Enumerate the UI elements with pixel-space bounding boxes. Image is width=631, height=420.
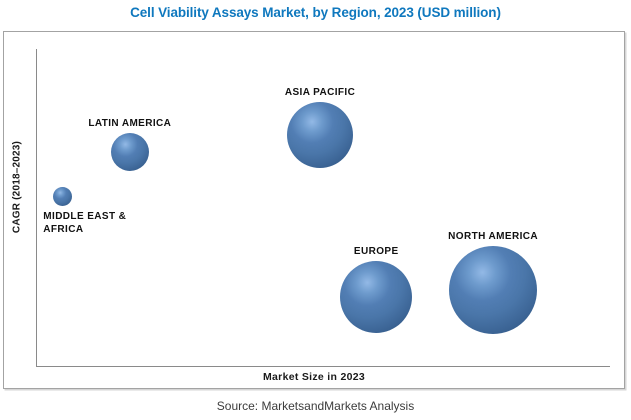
chart-title: Cell Viability Assays Market, by Region,…	[130, 5, 501, 20]
chart-container: CAGR (2018–2023) MIDDLE EAST & AFRICA LATI…	[3, 31, 625, 389]
plot-area: MIDDLE EAST & AFRICA LATIN AMERICA ASIA PAC…	[36, 49, 610, 367]
bubble-label: ASIA PACIFIC	[284, 86, 356, 98]
bubble-label: LATIN AMERICA	[88, 118, 172, 130]
bubble-label: MIDDLE EAST & AFRICA	[43, 210, 127, 235]
bubble-middle-east-africa	[53, 186, 73, 206]
bubble-north-america	[449, 245, 538, 334]
x-axis-label: Market Size in 2023	[263, 371, 365, 383]
y-axis-label: CAGR (2018–2023)	[11, 140, 23, 234]
bubble-asia-pacific	[287, 101, 354, 168]
source-note: Source: MarketsandMarkets Analysis	[216, 399, 415, 413]
bubble-label: NORTH AMERICA	[448, 230, 539, 242]
bubble-europe	[340, 260, 413, 333]
bubble-latin-america	[110, 133, 149, 172]
bubble-label: EUROPE	[353, 245, 399, 257]
